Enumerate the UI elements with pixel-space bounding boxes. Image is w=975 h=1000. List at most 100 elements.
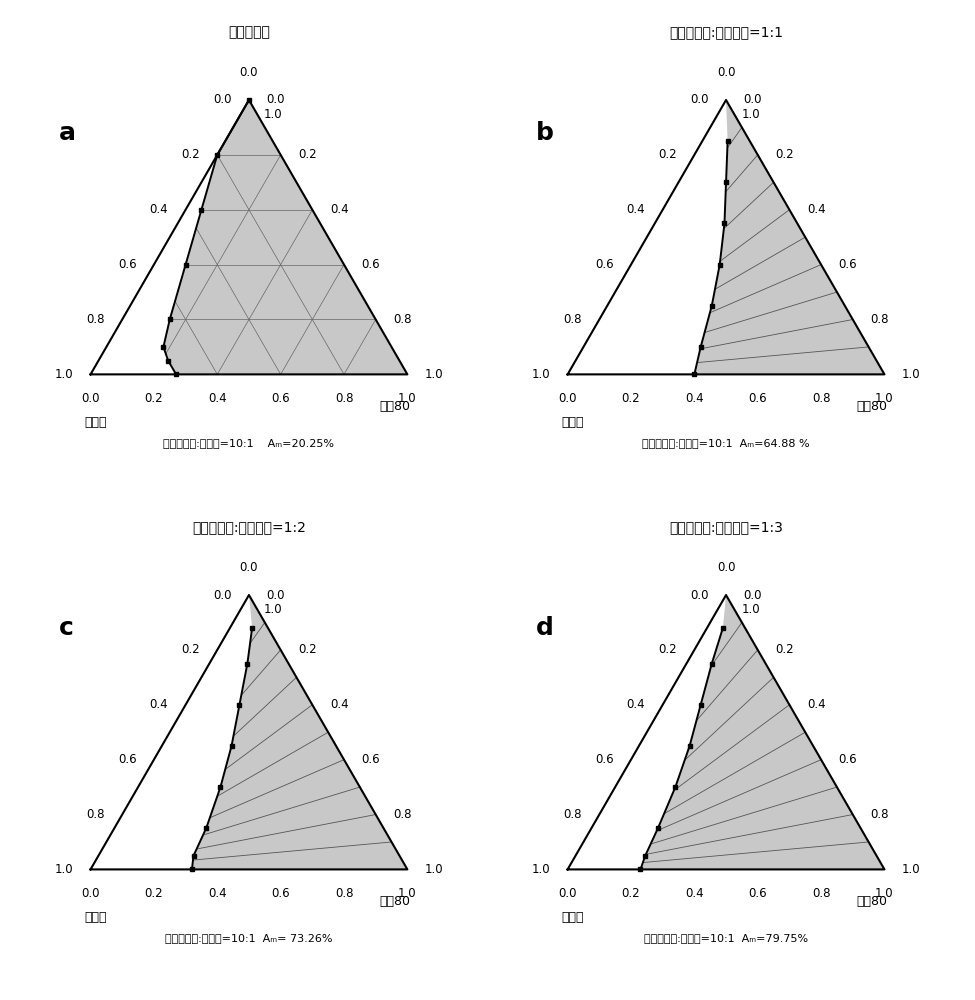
Text: 0.8: 0.8	[393, 808, 411, 821]
Text: 0.4: 0.4	[330, 698, 348, 711]
Text: 1.0: 1.0	[741, 603, 760, 616]
Text: 0.8: 0.8	[87, 808, 104, 821]
Text: 吐渨80: 吐渨80	[379, 400, 410, 413]
Title: 薛衣草精油:二丙二醇=1:1: 薛衣草精油:二丙二醇=1:1	[669, 25, 783, 39]
Text: 0.4: 0.4	[627, 203, 645, 216]
Text: 0.2: 0.2	[298, 643, 317, 656]
Text: 0.2: 0.2	[622, 887, 641, 900]
Text: 0.8: 0.8	[871, 313, 888, 326]
Text: 0.6: 0.6	[749, 887, 767, 900]
Text: 0.0: 0.0	[213, 93, 231, 106]
Text: 0.4: 0.4	[208, 392, 226, 405]
Text: 吐渨80: 吐渨80	[857, 400, 887, 413]
Text: 吐渨80: 吐渨80	[857, 895, 887, 908]
Text: d: d	[536, 616, 554, 640]
Text: 0.0: 0.0	[266, 93, 285, 106]
Text: 0.6: 0.6	[271, 392, 290, 405]
Text: 1.0: 1.0	[264, 108, 283, 121]
Text: 吐渨80: 吐渨80	[379, 895, 410, 908]
Text: b: b	[536, 121, 554, 145]
Text: 0.0: 0.0	[213, 589, 231, 602]
Text: 0.8: 0.8	[812, 887, 831, 900]
Text: 0.0: 0.0	[690, 589, 709, 602]
Text: 0.0: 0.0	[559, 887, 577, 900]
Text: 0.4: 0.4	[330, 203, 348, 216]
Text: 1.0: 1.0	[264, 603, 283, 616]
Text: 0.2: 0.2	[622, 392, 641, 405]
Text: 1.0: 1.0	[876, 887, 894, 900]
Text: 蔻馏水: 蔻馏水	[84, 416, 106, 429]
Text: 1.0: 1.0	[55, 368, 73, 381]
Text: 0.6: 0.6	[118, 753, 136, 766]
Text: 0.6: 0.6	[838, 753, 857, 766]
Text: 0.6: 0.6	[271, 887, 290, 900]
Text: 0.8: 0.8	[334, 887, 353, 900]
Text: 0.4: 0.4	[149, 698, 168, 711]
Text: 0.0: 0.0	[81, 392, 99, 405]
Text: a: a	[58, 121, 76, 145]
Text: 0.8: 0.8	[564, 808, 582, 821]
Polygon shape	[567, 100, 884, 374]
Text: 0.2: 0.2	[181, 148, 200, 161]
Text: 0.0: 0.0	[266, 589, 285, 602]
Text: 0.8: 0.8	[564, 313, 582, 326]
Text: 0.0: 0.0	[81, 887, 99, 900]
Text: 0.4: 0.4	[807, 203, 826, 216]
Text: 0.0: 0.0	[717, 66, 735, 79]
Title: 薛衣草精油: 薛衣草精油	[228, 25, 270, 39]
Text: 0.2: 0.2	[775, 148, 794, 161]
Text: 1.0: 1.0	[55, 863, 73, 876]
Text: 1.0: 1.0	[531, 863, 550, 876]
Text: 0.6: 0.6	[595, 753, 613, 766]
Text: c: c	[58, 616, 74, 640]
Text: 1.0: 1.0	[902, 368, 920, 381]
Text: 0.8: 0.8	[393, 313, 411, 326]
Text: 0.0: 0.0	[744, 589, 762, 602]
Title: 薛衣草精油:二丙二醇=1:3: 薛衣草精油:二丙二醇=1:3	[669, 520, 783, 534]
Text: 0.2: 0.2	[181, 643, 200, 656]
Polygon shape	[567, 595, 726, 869]
Text: 0.2: 0.2	[658, 643, 677, 656]
Polygon shape	[91, 100, 249, 374]
Text: 1.0: 1.0	[741, 108, 760, 121]
Text: 0.8: 0.8	[334, 392, 353, 405]
Text: 0.2: 0.2	[658, 148, 677, 161]
Text: 0.4: 0.4	[208, 887, 226, 900]
Polygon shape	[91, 100, 408, 374]
Text: 0.4: 0.4	[685, 887, 704, 900]
Polygon shape	[567, 100, 727, 374]
Text: 0.0: 0.0	[690, 93, 709, 106]
Polygon shape	[91, 595, 408, 869]
Text: 0.6: 0.6	[362, 753, 380, 766]
Text: 0.6: 0.6	[118, 258, 136, 271]
Text: 0.0: 0.0	[559, 392, 577, 405]
Text: 1.0: 1.0	[398, 887, 416, 900]
Text: 蔻馏水: 蔻馏水	[562, 911, 584, 924]
Text: 0.6: 0.6	[595, 258, 613, 271]
Text: 0.8: 0.8	[871, 808, 888, 821]
Text: 薛衣草精油:香芹醇=10:1  Aₘ=64.88 %: 薛衣草精油:香芹醇=10:1 Aₘ=64.88 %	[643, 438, 810, 448]
Text: 薛衣草精油:香芹醇=10:1  Aₘ=79.75%: 薛衣草精油:香芹醇=10:1 Aₘ=79.75%	[644, 933, 808, 943]
Polygon shape	[567, 595, 884, 869]
Text: 0.6: 0.6	[838, 258, 857, 271]
Text: 0.0: 0.0	[744, 93, 762, 106]
Text: 1.0: 1.0	[902, 863, 920, 876]
Polygon shape	[91, 595, 253, 869]
Text: 0.6: 0.6	[749, 392, 767, 405]
Text: 0.2: 0.2	[298, 148, 317, 161]
Text: 1.0: 1.0	[398, 392, 416, 405]
Text: 1.0: 1.0	[425, 368, 444, 381]
Text: 0.8: 0.8	[87, 313, 104, 326]
Text: 0.8: 0.8	[812, 392, 831, 405]
Text: 0.4: 0.4	[685, 392, 704, 405]
Text: 0.4: 0.4	[627, 698, 645, 711]
Text: 0.4: 0.4	[149, 203, 168, 216]
Text: 0.2: 0.2	[144, 887, 163, 900]
Title: 薛衣草精油:二丙二醇=1:2: 薛衣草精油:二丙二醇=1:2	[192, 520, 306, 534]
Text: 0.0: 0.0	[240, 561, 258, 574]
Text: 薛衣草精油:香芹醇=10:1    Aₘ=20.25%: 薛衣草精油:香芹醇=10:1 Aₘ=20.25%	[164, 438, 334, 448]
Text: 1.0: 1.0	[531, 368, 550, 381]
Text: 0.0: 0.0	[717, 561, 735, 574]
Text: 蔻馏水: 蔻馏水	[562, 416, 584, 429]
Text: 1.0: 1.0	[425, 863, 444, 876]
